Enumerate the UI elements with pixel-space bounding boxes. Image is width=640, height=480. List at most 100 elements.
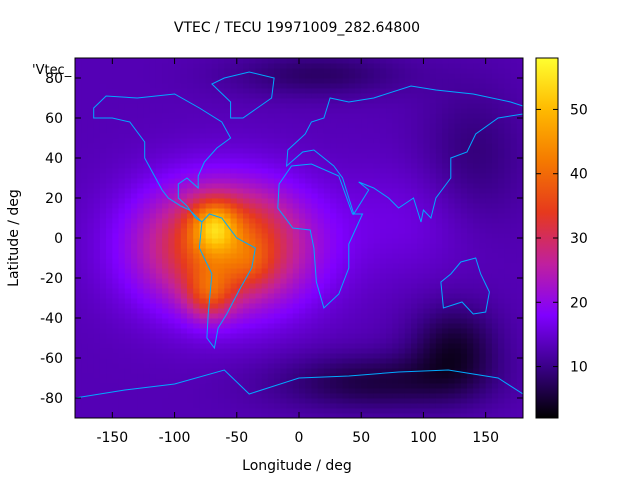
heatmap-cell — [311, 378, 319, 384]
heatmap-cell — [355, 58, 362, 64]
heatmap-cell — [292, 103, 300, 109]
heatmap-cell — [460, 113, 468, 119]
heatmap-cell — [118, 343, 126, 349]
heatmap-cell — [255, 188, 263, 194]
heatmap-cell — [317, 323, 325, 329]
heatmap-cell — [162, 203, 169, 209]
heatmap-cell — [467, 198, 474, 204]
heatmap-cell — [93, 83, 101, 89]
heatmap-cell — [81, 373, 88, 379]
heatmap-cell — [93, 243, 101, 249]
heatmap-cell — [149, 333, 157, 339]
heatmap-cell — [442, 93, 449, 99]
heatmap-cell — [429, 353, 437, 359]
heatmap-cell — [286, 178, 294, 184]
heatmap-cell — [317, 143, 325, 149]
heatmap-cell — [149, 73, 157, 79]
heatmap-cell — [317, 203, 325, 209]
heatmap-cell — [274, 138, 281, 144]
heatmap-cell — [87, 378, 95, 384]
heatmap-cell — [292, 83, 300, 89]
heatmap-cell — [274, 328, 281, 334]
heatmap-cell — [299, 273, 306, 279]
heatmap-cell — [155, 113, 163, 119]
heatmap-cell — [342, 398, 350, 404]
heatmap-cell — [317, 118, 325, 124]
heatmap-cell — [205, 243, 213, 249]
heatmap-cell — [230, 188, 238, 194]
heatmap-cell — [317, 243, 325, 249]
heatmap-cell — [485, 203, 493, 209]
heatmap-cell — [479, 353, 487, 359]
heatmap-cell — [87, 113, 95, 119]
heatmap-cell — [392, 213, 400, 219]
heatmap-cell — [379, 278, 387, 284]
heatmap-cell — [348, 253, 356, 259]
heatmap-cell — [99, 393, 107, 399]
heatmap-cell — [93, 203, 101, 209]
heatmap-cell — [180, 238, 188, 244]
heatmap-cell — [442, 58, 449, 64]
heatmap-cell — [460, 303, 468, 309]
heatmap-cell — [143, 298, 151, 304]
heatmap-cell — [87, 218, 95, 224]
heatmap-cell — [311, 403, 319, 409]
heatmap-cell — [243, 408, 250, 414]
heatmap-cell — [267, 373, 275, 379]
heatmap-cell — [386, 348, 393, 354]
heatmap-cell — [429, 183, 437, 189]
heatmap-cell — [379, 233, 387, 239]
heatmap-cell — [491, 348, 499, 354]
heatmap-cell — [249, 278, 256, 284]
heatmap-cell — [249, 243, 256, 249]
heatmap-cell — [361, 243, 368, 249]
heatmap-cell — [305, 158, 312, 164]
heatmap-cell — [112, 348, 120, 354]
heatmap-cell — [398, 148, 406, 154]
heatmap-cell — [292, 353, 300, 359]
heatmap-cell — [143, 193, 151, 199]
heatmap-cell — [218, 358, 225, 364]
heatmap-cell — [460, 73, 468, 79]
heatmap-cell — [299, 338, 306, 344]
heatmap-cell — [187, 103, 194, 109]
heatmap-cell — [417, 408, 424, 414]
heatmap-cell — [174, 68, 182, 74]
heatmap-cell — [379, 68, 387, 74]
heatmap-cell — [267, 188, 275, 194]
heatmap-cell — [404, 58, 412, 64]
heatmap-cell — [367, 288, 375, 294]
heatmap-cell — [99, 118, 107, 124]
heatmap-cell — [187, 383, 194, 389]
heatmap-cell — [224, 258, 232, 264]
heatmap-cell — [230, 108, 238, 114]
heatmap-cell — [81, 293, 88, 299]
heatmap-cell — [236, 273, 244, 279]
heatmap-cell — [243, 258, 250, 264]
heatmap-cell — [118, 113, 126, 119]
heatmap-cell — [193, 378, 200, 384]
heatmap-cell — [211, 173, 219, 179]
heatmap-cell — [299, 358, 306, 364]
heatmap-cell — [75, 383, 82, 389]
heatmap-cell — [131, 63, 138, 69]
heatmap-cell — [330, 248, 337, 254]
heatmap-cell — [367, 63, 375, 69]
heatmap-cell — [398, 88, 406, 94]
heatmap-cell — [131, 108, 138, 114]
heatmap-cell — [411, 78, 418, 84]
heatmap-cell — [404, 278, 412, 284]
heatmap-cell — [106, 293, 113, 299]
heatmap-cell — [467, 238, 474, 244]
heatmap-cell — [361, 408, 368, 414]
heatmap-cell — [498, 158, 505, 164]
heatmap-cell — [361, 83, 368, 89]
heatmap-cell — [342, 178, 350, 184]
heatmap-cell — [454, 133, 462, 139]
heatmap-cell — [236, 148, 244, 154]
heatmap-cell — [199, 238, 207, 244]
heatmap-cell — [435, 303, 443, 309]
heatmap-cell — [336, 268, 344, 274]
heatmap-cell — [243, 333, 250, 339]
heatmap-cell — [168, 63, 176, 69]
